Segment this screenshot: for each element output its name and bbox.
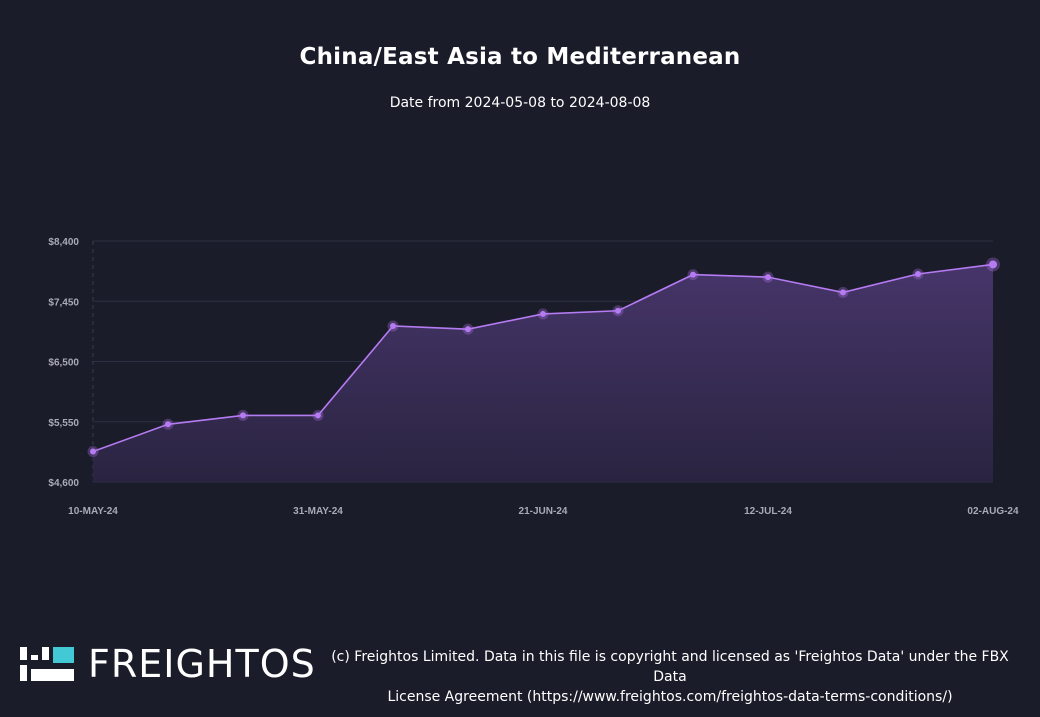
y-tick-label: $8,400 <box>48 237 79 248</box>
y-tick-label: $5,550 <box>48 418 79 429</box>
footer: FREIGHTOS (c) Freightos Limited. Data in… <box>0 640 1040 705</box>
line-area-chart: $8,400 $7,450 $6,500 $5,550 $4,600 10-MAY-24… <box>48 237 1019 517</box>
copyright-line-2: License Agreement (https://www.freightos… <box>387 689 953 705</box>
data-point <box>989 260 997 269</box>
data-point <box>240 412 246 419</box>
data-point <box>615 307 621 314</box>
data-point <box>390 322 396 329</box>
data-point <box>690 271 696 278</box>
freightos-logo[interactable]: FREIGHTOS <box>20 642 316 686</box>
x-tick-label: 10-MAY-24 <box>68 506 118 517</box>
data-point <box>165 421 171 428</box>
data-point <box>465 326 471 333</box>
data-point <box>765 274 771 281</box>
y-tick-label: $4,600 <box>48 478 79 489</box>
freightos-logo-icon <box>20 647 76 681</box>
freightos-wordmark: FREIGHTOS <box>88 642 316 686</box>
data-point <box>840 289 846 296</box>
x-axis-ticks: 10-MAY-24 31-MAY-24 21-JUN-24 12-JUL-24 02-A… <box>68 506 1019 517</box>
data-point <box>315 412 321 419</box>
x-tick-label: 21-JUN-24 <box>519 506 568 517</box>
chart-title: China/East Asia to Mediterranean <box>299 44 741 70</box>
data-points <box>87 257 1000 458</box>
y-tick-label: $7,450 <box>48 297 79 308</box>
y-tick-label: $6,500 <box>48 358 79 369</box>
y-axis-ticks: $8,400 $7,450 $6,500 $5,550 $4,600 <box>48 237 79 489</box>
copyright-notice: (c) Freightos Limited. Data in this file… <box>330 647 1010 707</box>
data-point <box>915 270 921 277</box>
data-point <box>540 310 546 317</box>
copyright-line-1: (c) Freightos Limited. Data in this file… <box>331 649 1009 685</box>
x-tick-label: 02-AUG-24 <box>967 506 1019 517</box>
x-tick-label: 12-JUL-24 <box>744 506 792 517</box>
data-point <box>90 448 96 455</box>
chart-subtitle: Date from 2024-05-08 to 2024-08-08 <box>389 95 651 111</box>
area-fill <box>93 264 993 482</box>
area-fill-shape <box>93 264 993 482</box>
x-tick-label: 31-MAY-24 <box>293 506 343 517</box>
